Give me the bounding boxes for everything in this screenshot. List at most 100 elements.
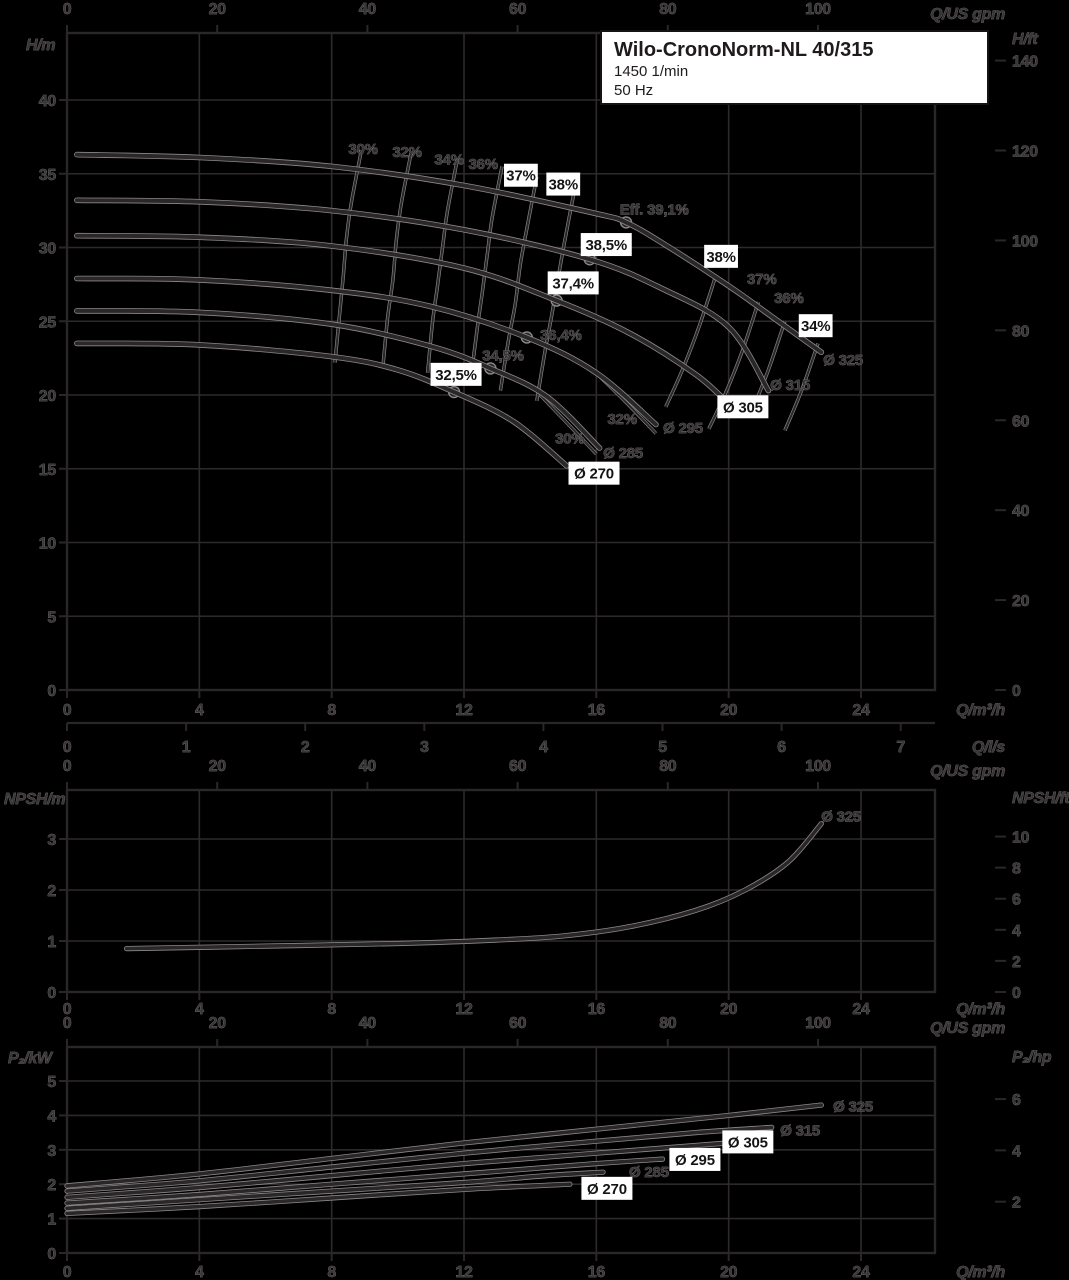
gpm-tick-label: 0: [63, 1015, 72, 1032]
gpm-tick-label: 100: [805, 758, 831, 775]
power-curves-label--295: Ø 295: [675, 1152, 715, 1169]
m3h-tick-label: 8: [327, 1001, 336, 1018]
head-curves-295: [74, 276, 658, 427]
head-curves-label--270: Ø 270: [574, 466, 614, 483]
gpm-tick-label: 40: [359, 1, 377, 18]
head-curves-label-36-: 36%: [468, 156, 497, 173]
y-left-tick-label: 20: [39, 388, 57, 405]
m3h-tick-label: 4: [195, 702, 204, 719]
efficiency-line-30%-right: [539, 394, 598, 455]
y-right-tick-label: 120: [1012, 144, 1038, 161]
npsh-curve-label--325: Ø 325: [821, 809, 861, 826]
y-right-tick-label: 2: [1012, 954, 1021, 971]
label-box--305: [722, 1130, 774, 1154]
y-left-tick-label: 5: [47, 609, 56, 626]
y-right-tick-label: 0: [1012, 683, 1021, 700]
head-curves-label-37,4-: 37,4%: [552, 275, 594, 292]
m3h-tick-label: 20: [720, 1264, 738, 1280]
pump-speed: 1450 1/min: [614, 63, 689, 80]
gpm-tick-label: 0: [63, 758, 72, 775]
gpm-axis-unit: Q/US gpm: [930, 763, 1005, 780]
y-left-tick-label: 0: [47, 683, 56, 700]
head-curves-label-30-: 30%: [555, 430, 584, 447]
head-curves-label-32,5-: 32,5%: [435, 367, 477, 384]
head-curves-label-32-: 32%: [392, 144, 421, 161]
efficiency-line-37%-right: [707, 301, 760, 430]
y-right-tick-label: 10: [1012, 830, 1030, 847]
label-box-38,5-: [580, 233, 632, 257]
gpm-tick-label: 100: [805, 1, 831, 18]
m3h-axis-unit: Q/m³/h: [956, 702, 1005, 719]
gpm-tick-label: 60: [509, 1015, 527, 1032]
power-curves-270: [65, 1182, 572, 1216]
axis-label-h-ft: H/ft: [1012, 31, 1038, 48]
head-curves-label-36,4-: 36,4%: [540, 327, 582, 344]
y-right-tick-label: 8: [1012, 861, 1021, 878]
gpm-tick-label: 20: [209, 1, 227, 18]
gpm-axis-unit: Q/US gpm: [930, 6, 1005, 23]
axis-label-p2-hp: P₂/hp: [1012, 1049, 1052, 1066]
axis-label-p2-kw: P₂/kW: [8, 1050, 54, 1067]
gpm-axis-1: [66, 782, 819, 790]
label-box-37,4-: [547, 271, 599, 295]
m3h-tick-label: 16: [588, 1264, 606, 1280]
label-box--295: [669, 1147, 721, 1171]
label-box-37-: [504, 163, 538, 187]
y-left-tick-label: 1: [47, 934, 56, 951]
head-curves-label-30-: 30%: [348, 141, 377, 158]
y-right-tick-label: 80: [1012, 323, 1030, 340]
m3h-tick-label: 8: [327, 1264, 336, 1280]
y-right-tick-label: 6: [1012, 892, 1021, 909]
head-curves-group: [59, 31, 1006, 692]
head-curves-label-34-: 34%: [801, 318, 830, 335]
axis-label-npsh-m: NPSH/m: [4, 791, 65, 808]
m3h-tick-label: 4: [195, 1264, 204, 1280]
plot-frame: [65, 31, 937, 692]
power-curves-315: [65, 1125, 774, 1193]
y-right-tick-label: 4: [1012, 923, 1021, 940]
head-curves-label-38,5-: 38,5%: [585, 237, 627, 254]
gpm-tick-label: 0: [63, 1, 72, 18]
npsh-curve-325-halo: [124, 821, 824, 952]
y-left-tick-label: 25: [39, 314, 57, 331]
y-left-tick-label: 40: [39, 93, 57, 110]
gpm-tick-label: 100: [805, 1015, 831, 1032]
title-box: Wilo-CronoNorm-NL 40/315 1450 1/min 50 H…: [600, 30, 989, 105]
head-curves-label-38-: 38%: [706, 249, 735, 266]
gpm-tick-label: 80: [659, 1015, 677, 1032]
head-curves-label-Eff-39,1-: Eff. 39,1%: [620, 202, 689, 219]
y-left-tick-label: 1: [47, 1212, 56, 1229]
y-right-tick-label: 0: [1012, 985, 1021, 1002]
pump-frequency: 50 Hz: [614, 82, 654, 99]
m3h-tick-label: 24: [852, 702, 870, 719]
power-curves-label--285: Ø 285: [629, 1164, 669, 1181]
y-right-tick-label: 40: [1012, 503, 1030, 520]
m3h-tick-label: 20: [720, 1001, 738, 1018]
ls-tick-label: 6: [777, 739, 786, 756]
m3h-tick-label: 16: [588, 702, 606, 719]
ls-tick-label: 2: [301, 739, 310, 756]
gpm-axis-2: [66, 1039, 819, 1047]
y-left-tick-label: 0: [47, 985, 56, 1002]
y-left-tick-label: 35: [39, 167, 57, 184]
m3h-tick-label: 0: [63, 702, 72, 719]
gpm-tick-label: 40: [359, 758, 377, 775]
y-left-tick-label: 0: [47, 1246, 56, 1263]
gpm-tick-label: 40: [359, 1015, 377, 1032]
head-curves-label--315: Ø 315: [770, 377, 810, 394]
ls-tick-label: 5: [658, 739, 667, 756]
gpm-tick-label: 80: [659, 758, 677, 775]
y-right-tick-label: 2: [1012, 1195, 1021, 1212]
y-right-tick-label: 100: [1012, 233, 1038, 250]
power-curves-305: [65, 1141, 731, 1200]
head-curves-315: [74, 198, 771, 393]
label-box-34-: [798, 314, 833, 338]
power-curves-label--315: Ø 315: [780, 1123, 820, 1140]
y-right-tick-label: 140: [1012, 54, 1038, 71]
label-box--270: [581, 1176, 633, 1200]
power-curves-325: [65, 1103, 824, 1188]
y-left-tick-label: 2: [47, 883, 56, 900]
head-curves-label-32-: 32%: [607, 411, 636, 428]
axis-label-npsh-ft: NPSH/ft: [1012, 790, 1069, 807]
gpm-tick-label: 60: [509, 758, 527, 775]
